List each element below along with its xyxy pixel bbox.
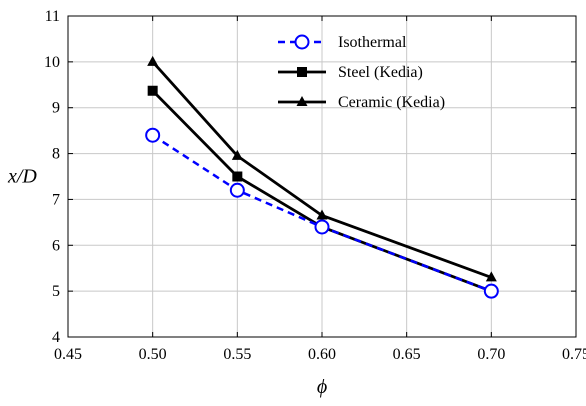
- data-point: [232, 171, 243, 182]
- legend-marker: [294, 34, 310, 50]
- legend-item: Steel (Kedia): [278, 64, 423, 81]
- y-tick-label: 5: [52, 283, 60, 300]
- data-point: [147, 55, 159, 66]
- legend-label: Ceramic (Kedia): [338, 94, 445, 111]
- series-line: [151, 60, 492, 279]
- x-tick-label: 0.60: [308, 346, 336, 363]
- data-point: [145, 127, 161, 143]
- y-tick-label: 10: [44, 54, 60, 71]
- data-point: [229, 182, 245, 198]
- data-point: [316, 209, 328, 220]
- series-line: [151, 89, 492, 293]
- y-tick-label: 4: [52, 329, 60, 346]
- series-line: [151, 134, 492, 293]
- legend-marker: [297, 67, 307, 77]
- legend: Isothermal Steel (Kedia) Ceramic (Kedia): [278, 34, 445, 111]
- y-axis-label: x/D: [7, 166, 37, 188]
- y-tick-label: 6: [52, 237, 60, 254]
- legend-item: Ceramic (Kedia): [278, 94, 445, 111]
- x-axis-label: ϕ: [317, 376, 327, 398]
- y-tick-label: 8: [52, 146, 60, 163]
- y-tick-label: 9: [52, 100, 60, 117]
- data-point: [314, 219, 330, 235]
- x-tick-label: 0.75: [562, 346, 586, 363]
- x-tick-label: 0.65: [393, 346, 421, 363]
- grid: [67, 15, 577, 338]
- x-tick-label: 0.45: [54, 346, 82, 363]
- legend-marker: [296, 96, 308, 106]
- legend-label: Steel (Kedia): [338, 64, 423, 81]
- y-tick-label: 11: [45, 8, 60, 25]
- data-point: [147, 85, 158, 96]
- x-tick-label: 0.55: [223, 346, 251, 363]
- y-tick-label: 7: [52, 191, 60, 208]
- legend-label: Isothermal: [338, 34, 407, 51]
- data-point: [485, 271, 497, 282]
- x-tick-label: 0.70: [477, 346, 505, 363]
- series-layer: [145, 55, 499, 299]
- series-2: [147, 55, 497, 282]
- data-point: [231, 149, 243, 160]
- legend-item: Isothermal: [278, 34, 407, 51]
- data-point: [483, 283, 499, 299]
- axes: 0.45 0.50 0.55 0.60 0.65 0.70 0.75 4 5 6 7 8 9 10 11: [44, 8, 586, 363]
- x-tick-label: 0.50: [139, 346, 167, 363]
- plot-frame: [67, 15, 577, 338]
- series-0: [145, 127, 499, 299]
